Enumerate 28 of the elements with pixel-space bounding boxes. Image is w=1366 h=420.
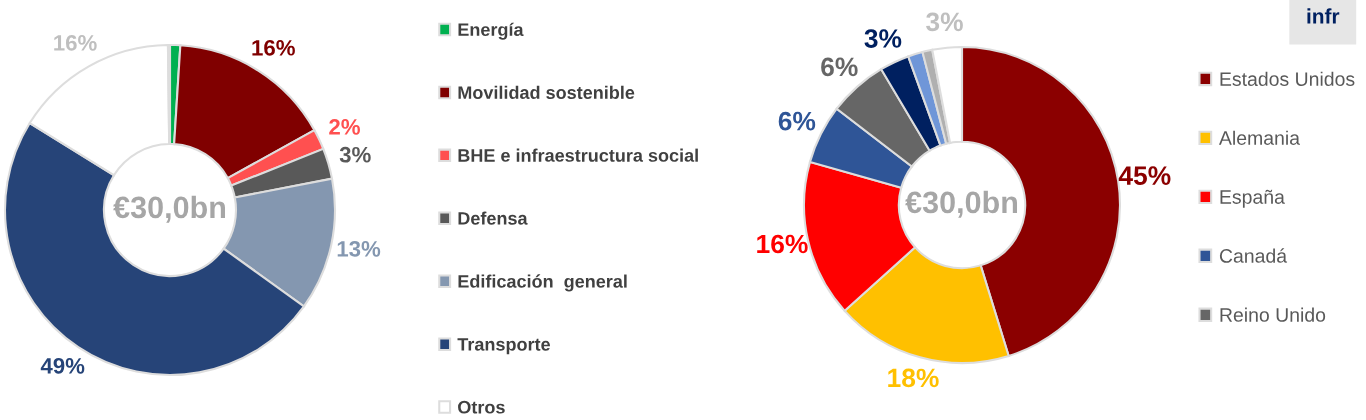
data-label: 49% [40, 357, 85, 374]
data-label: 16% [757, 234, 808, 254]
data-label: 3% [339, 146, 371, 163]
legend-label: Otros [458, 400, 505, 414]
data-label: 16% [252, 39, 295, 56]
data-label: 18% [888, 368, 939, 388]
text: €30,0bn [113, 195, 226, 223]
data-label: 45% [1118, 166, 1171, 185]
text: €30,0bn [905, 190, 1018, 218]
data-label: 6% [778, 111, 816, 131]
legend-label: Movilidad sostenible [458, 85, 635, 99]
legend-label: BHE e infraestructura social [458, 148, 698, 162]
legend-label: Energía [458, 22, 524, 40]
legend-label: Alemania [1218, 130, 1301, 145]
data-label: 3% [926, 12, 963, 32]
legend-label: España [1220, 189, 1285, 208]
legend-label: Edificación general [458, 274, 627, 292]
data-label: 3% [864, 29, 902, 48]
legend-label: Reino Unido [1220, 307, 1326, 322]
legend-label: Transporte [457, 338, 550, 355]
data-label: 2% [329, 119, 360, 135]
data-label: 6% [821, 57, 858, 77]
legend-label: Defensa [458, 211, 528, 225]
legend-label: Estados Unidos [1220, 71, 1355, 86]
legend-label: Canadá [1219, 248, 1288, 263]
data-label: 13% [337, 240, 381, 257]
data-label: 16% [54, 35, 97, 51]
text: infr [1307, 8, 1340, 24]
